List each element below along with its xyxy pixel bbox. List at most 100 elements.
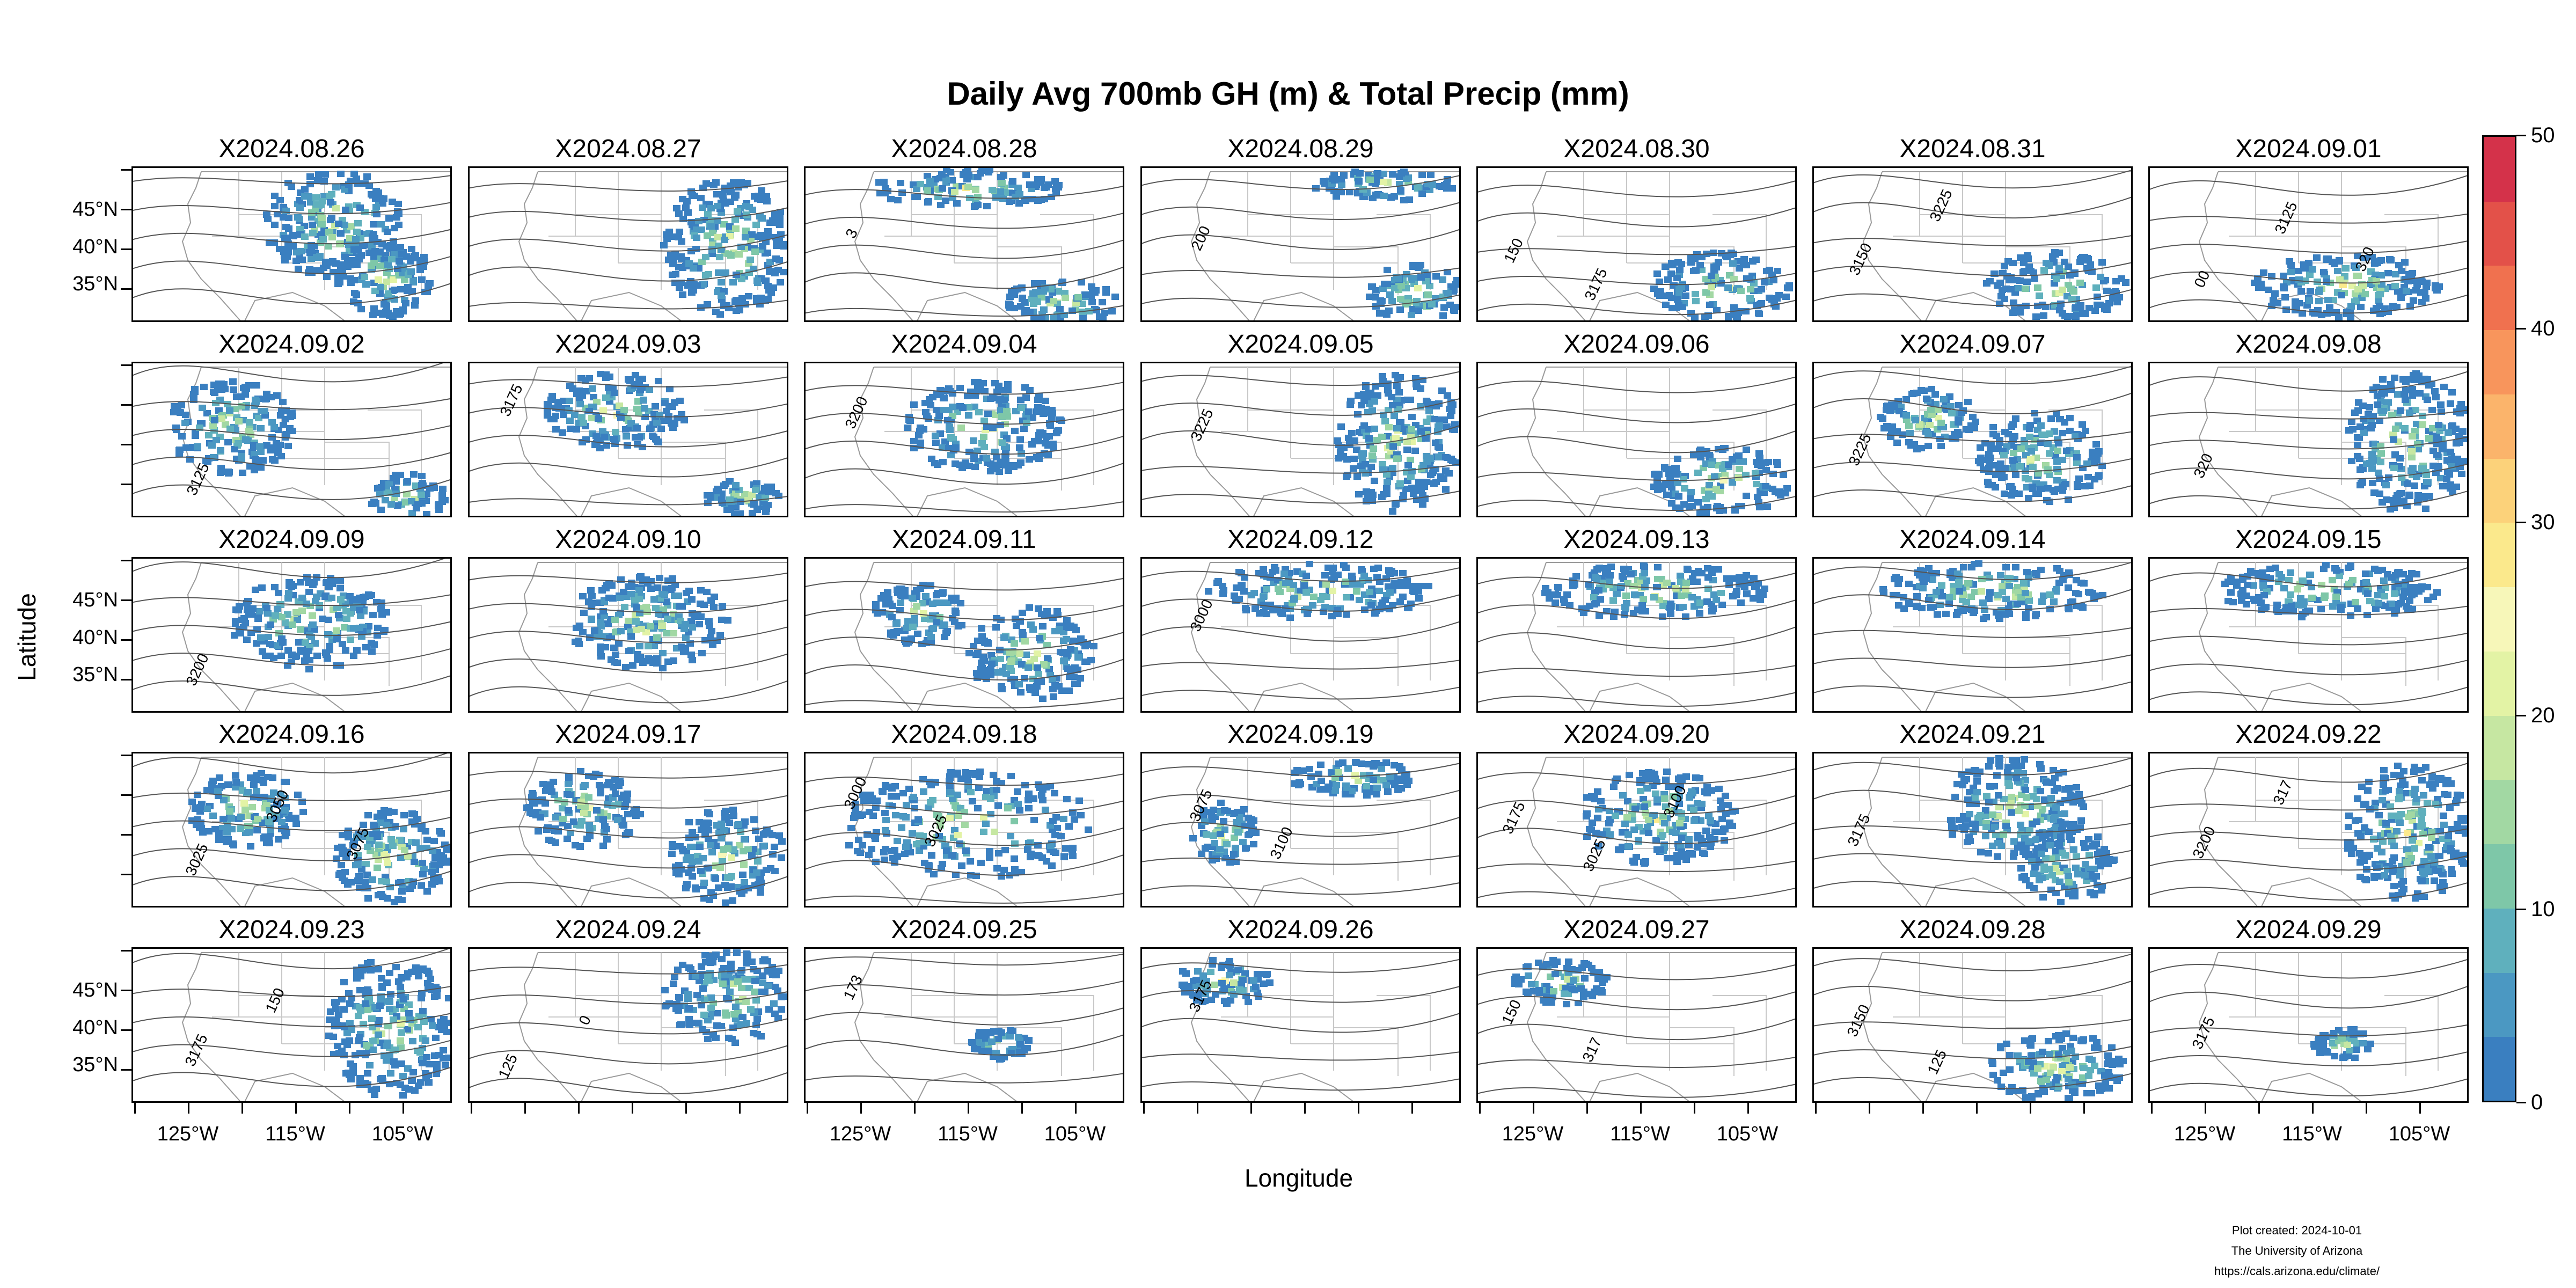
precip-cell [203,806,211,812]
precip-cell [634,651,641,657]
precip-cell [1415,308,1422,314]
precip-cell [273,392,281,399]
precip-cell [975,409,983,415]
precip-cell [2432,285,2439,291]
precip-cell [678,643,685,650]
precip-cell [380,195,387,202]
precip-cell [777,279,784,286]
precip-cell [2375,470,2382,476]
precip-cell [1389,171,1396,178]
precip-cell [872,601,880,608]
precip-cell [1942,611,1950,617]
precip-cell [1034,664,1041,671]
precip-cell [1040,661,1048,668]
panel-date-title: X2024.09.14 [1899,525,2046,554]
precip-cell [984,411,992,417]
precip-cell [1396,480,1404,487]
precip-cell [1729,479,1736,486]
precip-cell [742,228,750,234]
precip-cell [210,382,218,388]
precip-cell [271,816,279,822]
precip-cell [1682,580,1690,586]
gh-contour [468,207,788,222]
precip-cell [1923,396,1930,402]
precip-cell [246,419,253,426]
precip-cell [1380,310,1388,316]
precip-cell [348,257,355,264]
precip-cell [764,228,772,235]
precip-cell [1613,590,1621,597]
precip-cell [2287,269,2295,275]
precip-cell [2000,474,2008,480]
precip-cell [197,819,204,826]
precip-cell [1079,301,1086,307]
precip-cell [756,213,764,219]
precip-cell [903,625,911,631]
precip-cell [2425,435,2433,442]
precip-cell [2391,590,2398,597]
precip-cell [333,636,341,642]
precip-cell [418,276,426,283]
precip-cell [639,376,646,382]
precip-cell [1417,274,1425,281]
precip-cell [1007,658,1015,665]
precip-cell [372,851,380,858]
precip-cell [615,640,623,647]
precip-cell [1753,459,1760,465]
precip-cell [2074,484,2081,490]
precip-cell [970,456,978,462]
precip-cell [374,625,382,631]
precip-cell [1359,450,1367,457]
precip-cell [1280,570,1288,577]
precip-cell [242,436,250,443]
precip-cell [1337,423,1345,430]
precip-cell [950,447,957,453]
precip-cell [244,789,252,795]
precip-cell [305,666,313,672]
precip-cell [2260,604,2268,611]
precip-cell [956,385,964,391]
precip-cell [695,218,702,224]
precip-cell [1965,427,1973,433]
precip-cell [559,429,566,436]
precip-cell [1042,440,1049,447]
precip-cell [2357,304,2365,310]
precip-cell [2079,421,2086,428]
precip-cell [1026,309,1034,316]
panel-frame [2148,166,2469,322]
precip-cell [369,612,377,618]
precip-cell [435,501,443,508]
precip-cell [2377,459,2384,465]
precip-cell [270,789,277,796]
precip-cell [1668,295,1675,301]
precip-cell [253,640,260,647]
contour-label: 3175 [1581,266,1610,303]
precip-cell [662,586,670,592]
precip-cell [2043,260,2050,266]
precip-cell [2448,389,2456,396]
precip-cell [1729,456,1736,463]
precip-cell [1593,576,1601,583]
precip-cell [2411,482,2418,489]
precip-cell [720,303,728,309]
precip-cell [1902,412,1910,419]
precip-cell [2407,467,2415,474]
precip-cell [384,895,391,902]
precip-cell [1015,681,1023,687]
precip-cell [1675,493,1682,500]
precip-cell [399,306,407,313]
precip-cell [259,648,266,655]
precip-cell [2375,600,2382,606]
precip-cell [2059,287,2066,293]
precip-cell [296,204,304,211]
precip-cell [917,181,924,187]
precip-cell [363,173,371,180]
precip-cell [294,792,302,798]
precip-cell [1546,595,1553,602]
precip-cell [1035,437,1042,444]
panel-frame [804,166,1124,322]
precip-cell [355,256,363,262]
precip-cell [983,455,990,462]
precip-cell [552,426,560,433]
precip-cell [689,657,696,663]
